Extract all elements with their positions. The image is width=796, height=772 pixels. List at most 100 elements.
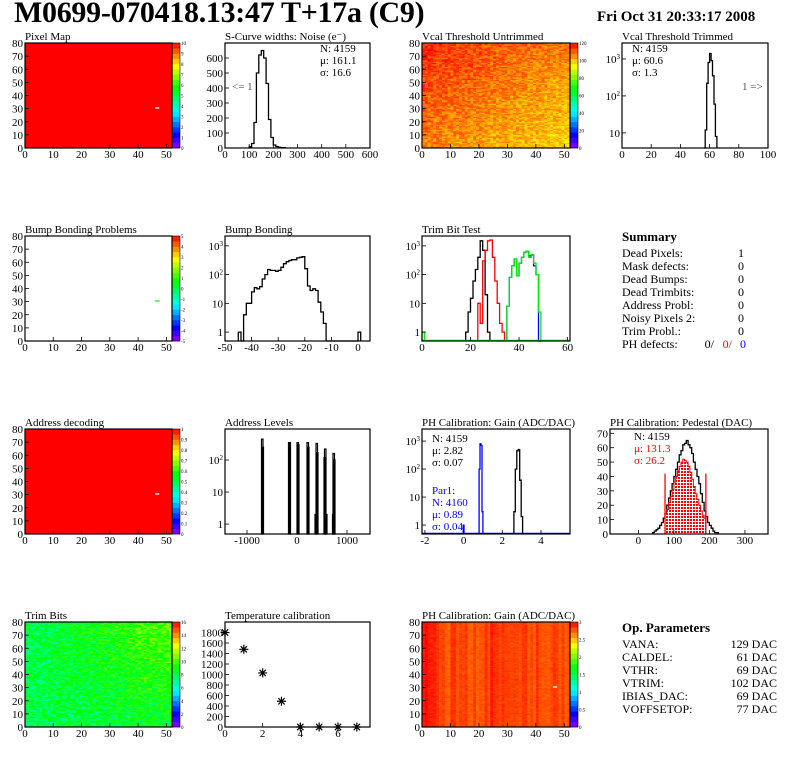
map-cell: [496, 116, 500, 119]
map-cell: [501, 75, 505, 78]
map-cell: [567, 45, 571, 48]
map-cell: [552, 61, 557, 63]
map-cell: [427, 60, 431, 62]
map-cell: [436, 54, 440, 57]
map-cell: [535, 71, 539, 74]
map-cell: [487, 90, 491, 92]
map-cell: [493, 113, 497, 116]
map-cell: [441, 46, 446, 49]
map-cell: [456, 65, 460, 67]
map-cell: [547, 60, 551, 62]
y-tick-label: 103: [406, 435, 421, 448]
map-cell: [518, 106, 522, 108]
map-cell: [524, 109, 528, 112]
map-cell: [430, 140, 434, 142]
map-cell: [36, 723, 40, 725]
x-tick-label: 0: [222, 149, 228, 161]
map-cell: [510, 116, 514, 119]
map-cell: [538, 48, 542, 50]
map-cell: [422, 83, 426, 86]
map-cell: [422, 77, 426, 79]
map-cell: [498, 130, 502, 133]
map-cell: [487, 53, 491, 56]
map-cell: [478, 52, 483, 54]
map-cell: [550, 45, 554, 48]
map-cell: [461, 67, 465, 70]
map-cell: [461, 46, 465, 49]
map-cell: [510, 75, 514, 78]
map-cell: [453, 49, 457, 52]
map-cell: [561, 50, 565, 53]
map-cell: [25, 657, 29, 660]
map-cell: [447, 141, 451, 144]
map-cell: [541, 54, 545, 57]
map-cell: [422, 52, 426, 54]
map-cell: [552, 129, 557, 132]
map-cell: [473, 109, 477, 112]
map-cell: [456, 106, 460, 108]
map-cell: [521, 99, 525, 102]
map-cell: [498, 111, 502, 113]
map-cell: [478, 102, 483, 104]
map-cell: [558, 92, 562, 95]
map-cell: [439, 145, 443, 147]
map-cell: [530, 104, 534, 107]
map-cell: [533, 133, 537, 136]
map-cell: [561, 107, 565, 109]
map-cell: [436, 133, 440, 136]
palette-tick-label: 10: [181, 42, 187, 47]
map-cell: [513, 91, 517, 94]
map-cell: [441, 92, 446, 95]
map-cell: [538, 91, 542, 94]
map-cell: [484, 121, 488, 124]
map-cell: [478, 109, 483, 112]
map-cell: [476, 57, 480, 60]
palette-step: [172, 43, 180, 49]
map-cell: [558, 125, 562, 128]
map-cell: [430, 54, 434, 57]
map-cell: [541, 83, 545, 86]
map-cell: [464, 98, 468, 100]
map-cell: [538, 87, 542, 90]
map-cell: [33, 699, 37, 702]
map-cell: [430, 78, 434, 81]
map-cell: [550, 86, 554, 88]
y-tick-label: 10: [212, 487, 224, 499]
map-cell: [504, 66, 508, 69]
map-cell: [478, 140, 483, 142]
map-cell: [504, 125, 508, 128]
map-cell: [510, 43, 514, 45]
map-cell: [547, 70, 551, 73]
map-cell: [461, 120, 465, 123]
map-cell: [447, 78, 451, 81]
map-cell: [490, 134, 494, 137]
map-cell: [444, 92, 448, 95]
map-cell: [521, 64, 525, 66]
map-cell: [552, 123, 557, 125]
map-cell: [535, 125, 539, 128]
map-cell: [513, 145, 517, 147]
map-cell: [541, 134, 545, 137]
map-cell: [476, 100, 480, 103]
map-cell: [461, 123, 465, 125]
palette-tick-label: 2: [181, 126, 184, 131]
map-cell: [461, 104, 465, 107]
map-cell: [535, 85, 539, 87]
map-cell: [25, 667, 29, 670]
map-cell: [27, 644, 31, 646]
map-cell: [547, 96, 551, 99]
map-cell: [510, 66, 514, 69]
map-cell: [552, 112, 557, 115]
map-cell: [564, 123, 568, 125]
map-cell: [552, 96, 557, 99]
x-tick-label: 30: [104, 535, 116, 547]
map-cell: [496, 112, 500, 115]
map-cell: [476, 130, 480, 133]
map-cell: [490, 54, 494, 57]
map-cell: [490, 77, 494, 79]
map-cell: [430, 45, 434, 48]
map-cell: [478, 141, 483, 144]
map-cell: [470, 91, 474, 94]
map-cell: [433, 130, 437, 133]
map-cell: [450, 90, 454, 92]
